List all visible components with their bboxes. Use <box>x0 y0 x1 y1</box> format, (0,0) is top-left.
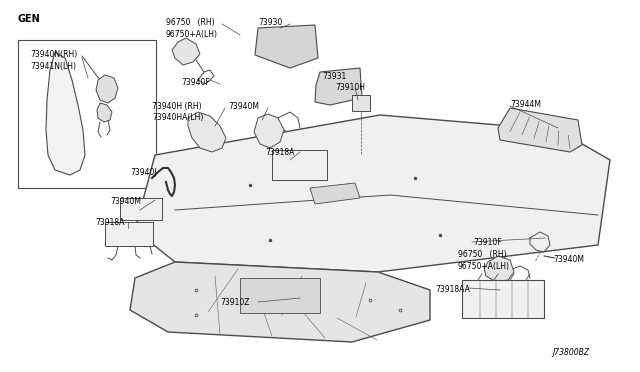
Bar <box>462 280 544 318</box>
Polygon shape <box>172 38 200 65</box>
Text: 73940M: 73940M <box>553 255 584 264</box>
Text: 73940H (RH): 73940H (RH) <box>152 102 202 111</box>
Text: 96750   (RH): 96750 (RH) <box>458 250 507 259</box>
Text: 73910F: 73910F <box>473 238 502 247</box>
Text: 73940M: 73940M <box>110 197 141 206</box>
Text: 96750   (RH): 96750 (RH) <box>166 18 214 27</box>
Text: 73941N(LH): 73941N(LH) <box>30 62 76 71</box>
Bar <box>240 278 320 313</box>
Text: 73918A: 73918A <box>95 218 124 227</box>
Text: 73910Z: 73910Z <box>220 298 250 307</box>
Polygon shape <box>498 108 582 152</box>
Bar <box>272 150 327 180</box>
Text: 73940N(RH): 73940N(RH) <box>30 50 77 59</box>
Text: J73800BZ: J73800BZ <box>552 348 589 357</box>
Text: 73944M: 73944M <box>510 100 541 109</box>
Text: 96750+A(LH): 96750+A(LH) <box>166 30 218 39</box>
Polygon shape <box>135 115 610 272</box>
Polygon shape <box>130 262 430 342</box>
Polygon shape <box>310 183 360 204</box>
Text: 73940M: 73940M <box>228 102 259 111</box>
Polygon shape <box>97 103 112 122</box>
Text: 73940HA(LH): 73940HA(LH) <box>152 113 204 122</box>
Bar <box>105 222 153 246</box>
Polygon shape <box>188 112 226 152</box>
Polygon shape <box>46 52 85 175</box>
Bar <box>352 95 370 111</box>
Polygon shape <box>96 75 118 103</box>
Polygon shape <box>315 68 362 105</box>
Polygon shape <box>254 114 284 148</box>
Text: 73910H: 73910H <box>335 83 365 92</box>
Text: 73940F: 73940F <box>181 78 210 87</box>
Text: 73931: 73931 <box>322 72 346 81</box>
Text: GEN: GEN <box>18 14 41 24</box>
Text: 96750+A(LH): 96750+A(LH) <box>458 262 510 271</box>
Text: 73918AA: 73918AA <box>435 285 470 294</box>
Text: 73940J: 73940J <box>130 168 157 177</box>
Polygon shape <box>484 256 514 282</box>
Polygon shape <box>255 25 318 68</box>
Bar <box>120 198 162 220</box>
Bar <box>18 40 156 188</box>
Text: 73930: 73930 <box>258 18 282 27</box>
Text: 73918A: 73918A <box>265 148 294 157</box>
